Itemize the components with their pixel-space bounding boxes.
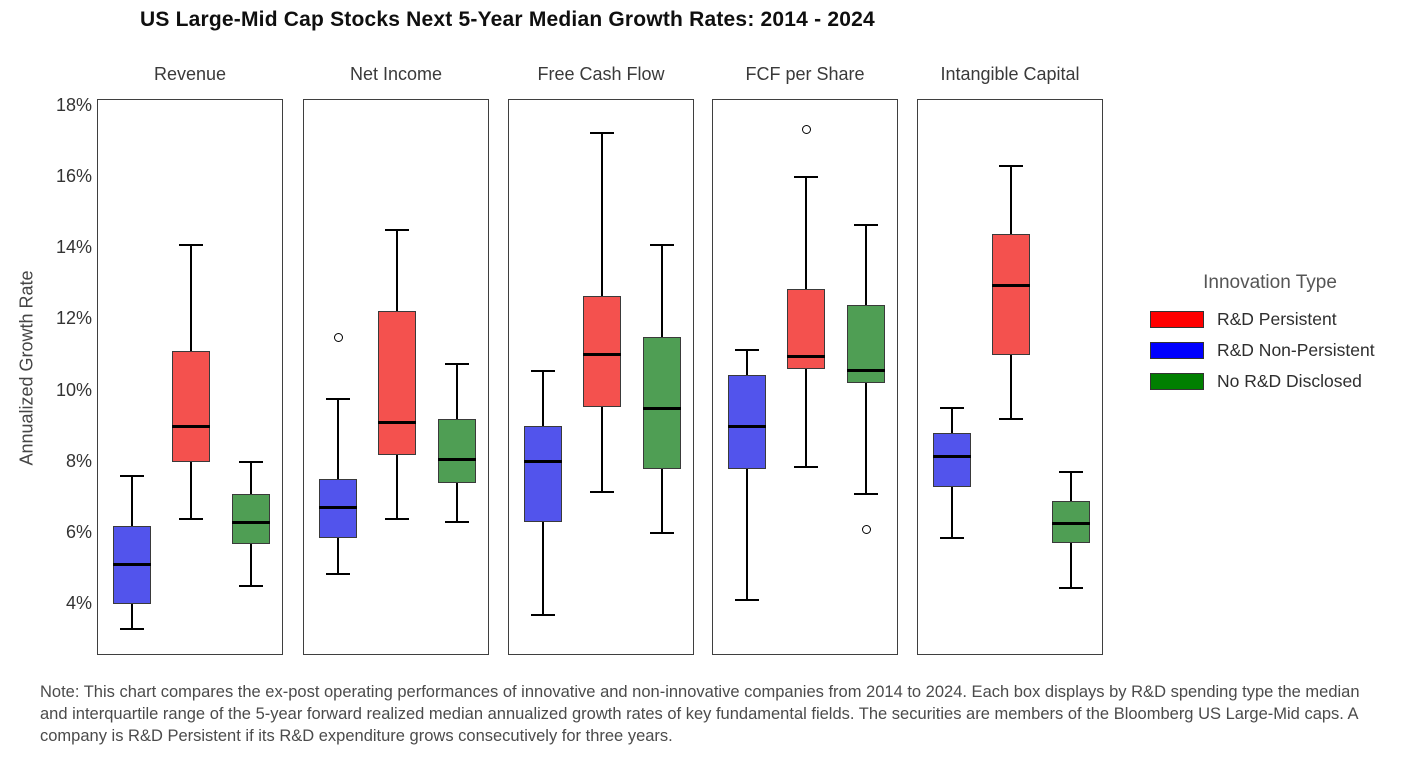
whisker-cap-high-net-income-r-d-non-persistent — [326, 398, 350, 401]
median-revenue-r-d-non-persistent — [113, 563, 151, 567]
ytick-10%: 10% — [55, 379, 92, 400]
whisker-cap-low-intangible-capital-r-d-non-persistent — [940, 537, 964, 540]
box-free-cash-flow-r-d-persistent — [583, 296, 621, 407]
whisker-cap-high-free-cash-flow-r-d-persistent — [590, 131, 614, 134]
whisker-cap-high-net-income-r-d-persistent — [385, 229, 409, 232]
box-fcf-per-share-r-d-non-persistent — [728, 374, 766, 469]
y-axis-label: Annualized Growth Rate — [16, 270, 37, 466]
whisker-fcf-per-share-r-d-non-persistent — [746, 349, 748, 601]
whisker-cap-low-intangible-capital-no-r-d-disclosed — [1059, 586, 1083, 589]
legend: Innovation Type R&D Persistent R&D Non-Pe… — [1150, 272, 1410, 397]
legend-item-r-d-non-persistent: R&D Non-Persistent — [1150, 335, 1410, 366]
whisker-cap-low-revenue-r-d-persistent — [179, 517, 203, 520]
median-net-income-r-d-persistent — [378, 421, 416, 425]
whisker-cap-high-fcf-per-share-no-r-d-disclosed — [854, 224, 878, 227]
whisker-cap-high-intangible-capital-r-d-persistent — [999, 165, 1023, 168]
box-net-income-r-d-persistent — [378, 310, 416, 455]
median-revenue-no-r-d-disclosed — [232, 520, 270, 524]
whisker-cap-low-free-cash-flow-no-r-d-disclosed — [650, 531, 674, 534]
median-fcf-per-share-r-d-non-persistent — [728, 424, 766, 428]
box-intangible-capital-r-d-persistent — [992, 234, 1030, 355]
panel-label-free-cash-flow: Free Cash Flow — [537, 64, 665, 84]
ytick-18%: 18% — [55, 95, 92, 115]
whisker-cap-high-intangible-capital-no-r-d-disclosed — [1059, 471, 1083, 474]
legend-label-no-r-d-disclosed: No R&D Disclosed — [1217, 371, 1362, 391]
panel-free-cash-flow — [508, 99, 694, 655]
ytick-4%: 4% — [65, 592, 92, 613]
outlier-fcf-per-share-r-d-persistent-0 — [801, 124, 811, 134]
whisker-cap-high-revenue-r-d-persistent — [179, 243, 203, 246]
whisker-cap-low-free-cash-flow-r-d-persistent — [590, 490, 614, 493]
box-free-cash-flow-no-r-d-disclosed — [643, 337, 681, 469]
ytick-12%: 12% — [55, 308, 92, 329]
panel-revenue — [97, 99, 283, 655]
legend-swatch-no-r-d-disclosed — [1150, 373, 1204, 390]
legend-label-r-d-non-persistent: R&D Non-Persistent — [1217, 340, 1375, 360]
panel-net-income — [303, 99, 489, 655]
legend-item-r-d-persistent: R&D Persistent — [1150, 304, 1410, 335]
ytick-16%: 16% — [55, 166, 92, 187]
whisker-cap-high-fcf-per-share-r-d-persistent — [794, 176, 818, 179]
median-free-cash-flow-r-d-non-persistent — [524, 460, 562, 464]
outlier-fcf-per-share-no-r-d-disclosed-0 — [861, 524, 871, 534]
median-intangible-capital-r-d-persistent — [992, 284, 1030, 288]
ytick-8%: 8% — [65, 450, 92, 471]
whisker-cap-low-net-income-no-r-d-disclosed — [445, 521, 469, 524]
whisker-cap-high-revenue-r-d-non-persistent — [120, 474, 144, 477]
panel-label-net-income: Net Income — [349, 64, 443, 84]
legend-items: R&D Persistent R&D Non-Persistent No R&D D… — [1150, 304, 1410, 397]
outlier-net-income-r-d-non-persistent-0 — [333, 332, 343, 342]
panel-label-revenue: Revenue — [153, 64, 227, 84]
legend-swatch-r-d-non-persistent — [1150, 342, 1204, 359]
legend-label-r-d-persistent: R&D Persistent — [1217, 309, 1337, 329]
whisker-cap-high-free-cash-flow-no-r-d-disclosed — [650, 243, 674, 246]
median-free-cash-flow-r-d-persistent — [583, 353, 621, 357]
panel-intangible-capital — [917, 99, 1103, 655]
median-net-income-no-r-d-disclosed — [438, 458, 476, 462]
legend-title: Innovation Type — [1203, 272, 1337, 293]
whisker-cap-low-net-income-r-d-persistent — [385, 517, 409, 520]
box-revenue-no-r-d-disclosed — [232, 493, 270, 544]
ytick-14%: 14% — [55, 237, 92, 258]
panel-label-fcf-per-share: FCF per Share — [745, 64, 865, 84]
legend-item-no-r-d-disclosed: No R&D Disclosed — [1150, 366, 1410, 397]
panel-fcf-per-share — [712, 99, 898, 655]
box-free-cash-flow-r-d-non-persistent — [524, 426, 562, 523]
whisker-cap-low-free-cash-flow-r-d-non-persistent — [531, 613, 555, 616]
panel-label-intangible-capital: Intangible Capital — [940, 64, 1080, 84]
median-revenue-r-d-persistent — [172, 424, 210, 428]
whisker-cap-low-revenue-r-d-non-persistent — [120, 627, 144, 630]
whisker-cap-low-intangible-capital-r-d-persistent — [999, 418, 1023, 421]
ytick-6%: 6% — [65, 521, 92, 542]
median-intangible-capital-no-r-d-disclosed — [1052, 522, 1090, 526]
box-revenue-r-d-persistent — [172, 351, 210, 462]
whisker-cap-low-fcf-per-share-r-d-non-persistent — [735, 599, 759, 602]
footnote: Note: This chart compares the ex-post op… — [40, 683, 1360, 746]
median-net-income-r-d-non-persistent — [319, 506, 357, 510]
median-free-cash-flow-no-r-d-disclosed — [643, 406, 681, 410]
box-net-income-no-r-d-disclosed — [438, 419, 476, 484]
median-fcf-per-share-no-r-d-disclosed — [847, 369, 885, 373]
whisker-cap-low-fcf-per-share-r-d-persistent — [794, 466, 818, 469]
whisker-cap-high-revenue-no-r-d-disclosed — [239, 460, 263, 463]
chart-title: US Large-Mid Cap Stocks Next 5-Year Medi… — [140, 8, 875, 31]
legend-swatch-r-d-persistent — [1150, 311, 1204, 328]
whisker-cap-low-net-income-r-d-non-persistent — [326, 572, 350, 575]
median-intangible-capital-r-d-non-persistent — [933, 454, 971, 458]
whisker-cap-high-fcf-per-share-r-d-non-persistent — [735, 348, 759, 351]
box-intangible-capital-r-d-non-persistent — [933, 433, 971, 487]
whisker-cap-high-free-cash-flow-r-d-non-persistent — [531, 369, 555, 372]
whisker-cap-low-fcf-per-share-no-r-d-disclosed — [854, 492, 878, 495]
whisker-cap-high-net-income-no-r-d-disclosed — [445, 362, 469, 365]
median-fcf-per-share-r-d-persistent — [787, 355, 825, 359]
whisker-cap-high-intangible-capital-r-d-non-persistent — [940, 407, 964, 410]
box-intangible-capital-no-r-d-disclosed — [1052, 500, 1090, 544]
whisker-cap-low-revenue-no-r-d-disclosed — [239, 585, 263, 588]
